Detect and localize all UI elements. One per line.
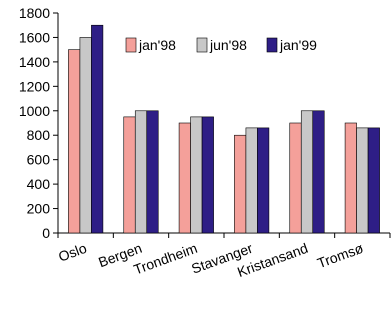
bar-stavanger-3: [257, 127, 270, 234]
category-label: Oslo: [56, 240, 89, 265]
bar-kristansand-2: [300, 110, 314, 234]
legend-label: jun'98: [209, 37, 247, 53]
bar-tromsø-3: [367, 127, 380, 234]
bar-bergen-2: [134, 110, 148, 234]
bar-tromsø-1: [344, 122, 357, 234]
y-tick-label: 1800: [19, 5, 50, 21]
bar-trondheim-1: [178, 122, 191, 234]
y-tick-label: 800: [27, 127, 51, 143]
y-tick-label: 1000: [19, 103, 50, 119]
bar-stavanger-2: [245, 127, 258, 234]
y-tick-label: 200: [27, 201, 51, 217]
bar-stavanger-1: [234, 134, 247, 234]
y-tick-label: 600: [27, 152, 51, 168]
legend-label: jan'99: [279, 37, 317, 53]
legend-swatch: [196, 37, 208, 53]
bar-bergen-1: [123, 116, 136, 234]
bar-oslo-1: [68, 49, 81, 234]
legend: jan'98 jun'98 jan'99: [125, 37, 317, 53]
bar-trondheim-2: [190, 116, 203, 234]
y-axis-ticks: 0 200 400 600 800 1000 1200 1400 1600 1800: [19, 5, 58, 241]
bar-trondheim-3: [201, 116, 214, 234]
bars: [68, 24, 380, 234]
bar-bergen-3: [146, 110, 159, 234]
legend-label: jan'98: [138, 37, 176, 53]
bar-oslo-2: [79, 37, 92, 234]
category-label: Trondheim: [131, 240, 199, 278]
x-axis-ticks: [57, 233, 391, 238]
legend-swatch: [266, 37, 278, 53]
y-tick-label: 1400: [19, 54, 50, 70]
bar-kristansand-3: [312, 110, 325, 234]
y-tick-label: 0: [42, 225, 50, 241]
bar-tromsø-2: [356, 127, 369, 234]
category-label: Tromsø: [315, 240, 366, 272]
bar-kristansand-1: [289, 122, 302, 234]
y-tick-label: 1200: [19, 78, 50, 94]
legend-swatch: [125, 37, 137, 53]
y-tick-label: 1600: [19, 29, 50, 45]
y-tick-label: 400: [27, 176, 51, 192]
bar-oslo-3: [91, 24, 104, 234]
